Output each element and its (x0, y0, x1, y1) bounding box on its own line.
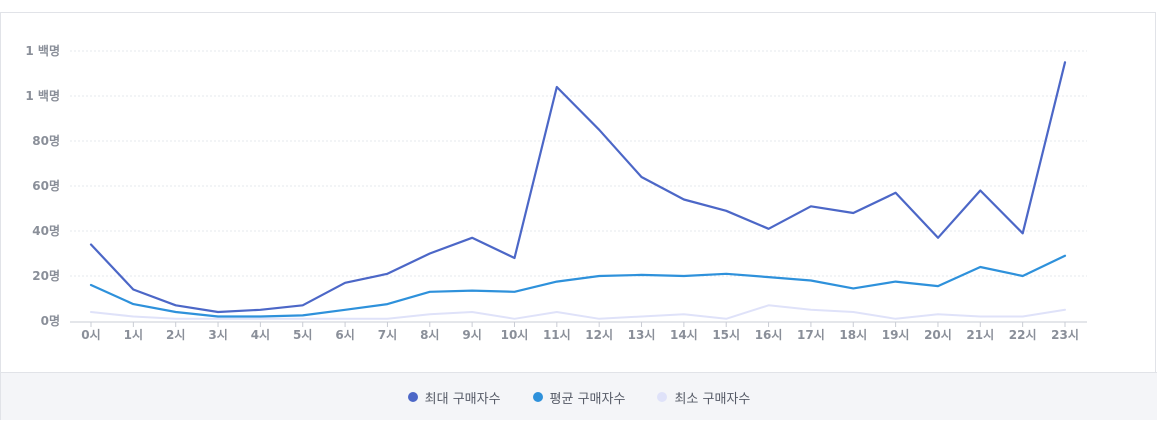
y-tick-label: 1 백명 (25, 43, 60, 58)
series-line-2[interactable] (90, 304, 1066, 320)
x-tick-label: 19시 (882, 328, 910, 342)
x-tick-label: 7시 (378, 328, 397, 342)
x-tick-label: 21시 (966, 328, 994, 342)
x-tick-labels: 0시 1시 2시 3시 4시 5시 6시 7시 8시 9시 10시 11시 12시 13시 14시 15시 16… (81, 328, 1079, 342)
x-tick-label: 17시 (797, 328, 825, 342)
x-tick-label: 0시 (81, 328, 100, 342)
x-tick-label: 8시 (420, 328, 439, 342)
x-tick-label: 12시 (585, 328, 613, 342)
grid-lines (70, 50, 1087, 277)
legend-label-avg: 평균 구매자수 (549, 391, 626, 407)
y-tick-label: 1 백명 (25, 88, 60, 103)
x-tick-label: 1시 (124, 328, 143, 342)
x-tick-label: 14시 (670, 328, 698, 342)
legend-label-min: 최소 구매자수 (674, 391, 751, 407)
legend-item-avg[interactable]: 평균 구매자수 (532, 388, 626, 407)
y-tick-label: 60명 (32, 179, 60, 193)
x-tick-label: 3시 (208, 328, 227, 342)
x-tick-label: 16시 (755, 328, 783, 342)
series-line-0[interactable] (89, 61, 1067, 314)
axes (70, 321, 1087, 327)
chart-card (0, 12, 1156, 420)
legend: 최대 구매자수 평균 구매자수 최소 구매자수 (1, 373, 1157, 421)
series-line-1[interactable] (89, 254, 1067, 318)
x-tick-label: 6시 (335, 328, 354, 342)
x-tick-label: 20시 (924, 328, 952, 342)
legend-bar: 최대 구매자수 평균 구매자수 최소 구매자수 (1, 372, 1157, 420)
y-tick-labels: 0명 20명 40명 60명 80명 1 백명 1 백명 (25, 43, 60, 328)
legend-dot-avg (532, 392, 543, 402)
x-tick-label: 13시 (628, 328, 656, 342)
y-tick-label: 40명 (32, 224, 60, 238)
x-tick-label: 9시 (462, 328, 481, 342)
y-tick-label: 0명 (41, 314, 60, 328)
x-tick-label: 10시 (501, 328, 529, 342)
x-tick-label: 18시 (839, 328, 867, 342)
x-tick-label: 5시 (293, 328, 312, 342)
legend-item-max[interactable]: 최대 구매자수 (407, 388, 501, 407)
x-tick-label: 22시 (1009, 328, 1037, 342)
series-lines (89, 61, 1067, 320)
y-tick-label: 80명 (32, 134, 60, 148)
legend-label-max: 최대 구매자수 (424, 391, 501, 407)
x-tick-label: 2시 (166, 328, 185, 342)
x-tick-label: 4시 (251, 328, 270, 342)
x-tick-label: 11시 (543, 328, 571, 342)
legend-dot-min (657, 392, 668, 402)
legend-item-min[interactable]: 최소 구매자수 (657, 388, 750, 407)
legend-dot-max (407, 392, 418, 402)
x-tick-label: 15시 (712, 328, 740, 342)
y-tick-label: 20명 (32, 269, 60, 283)
x-tick-label: 23시 (1051, 328, 1079, 342)
